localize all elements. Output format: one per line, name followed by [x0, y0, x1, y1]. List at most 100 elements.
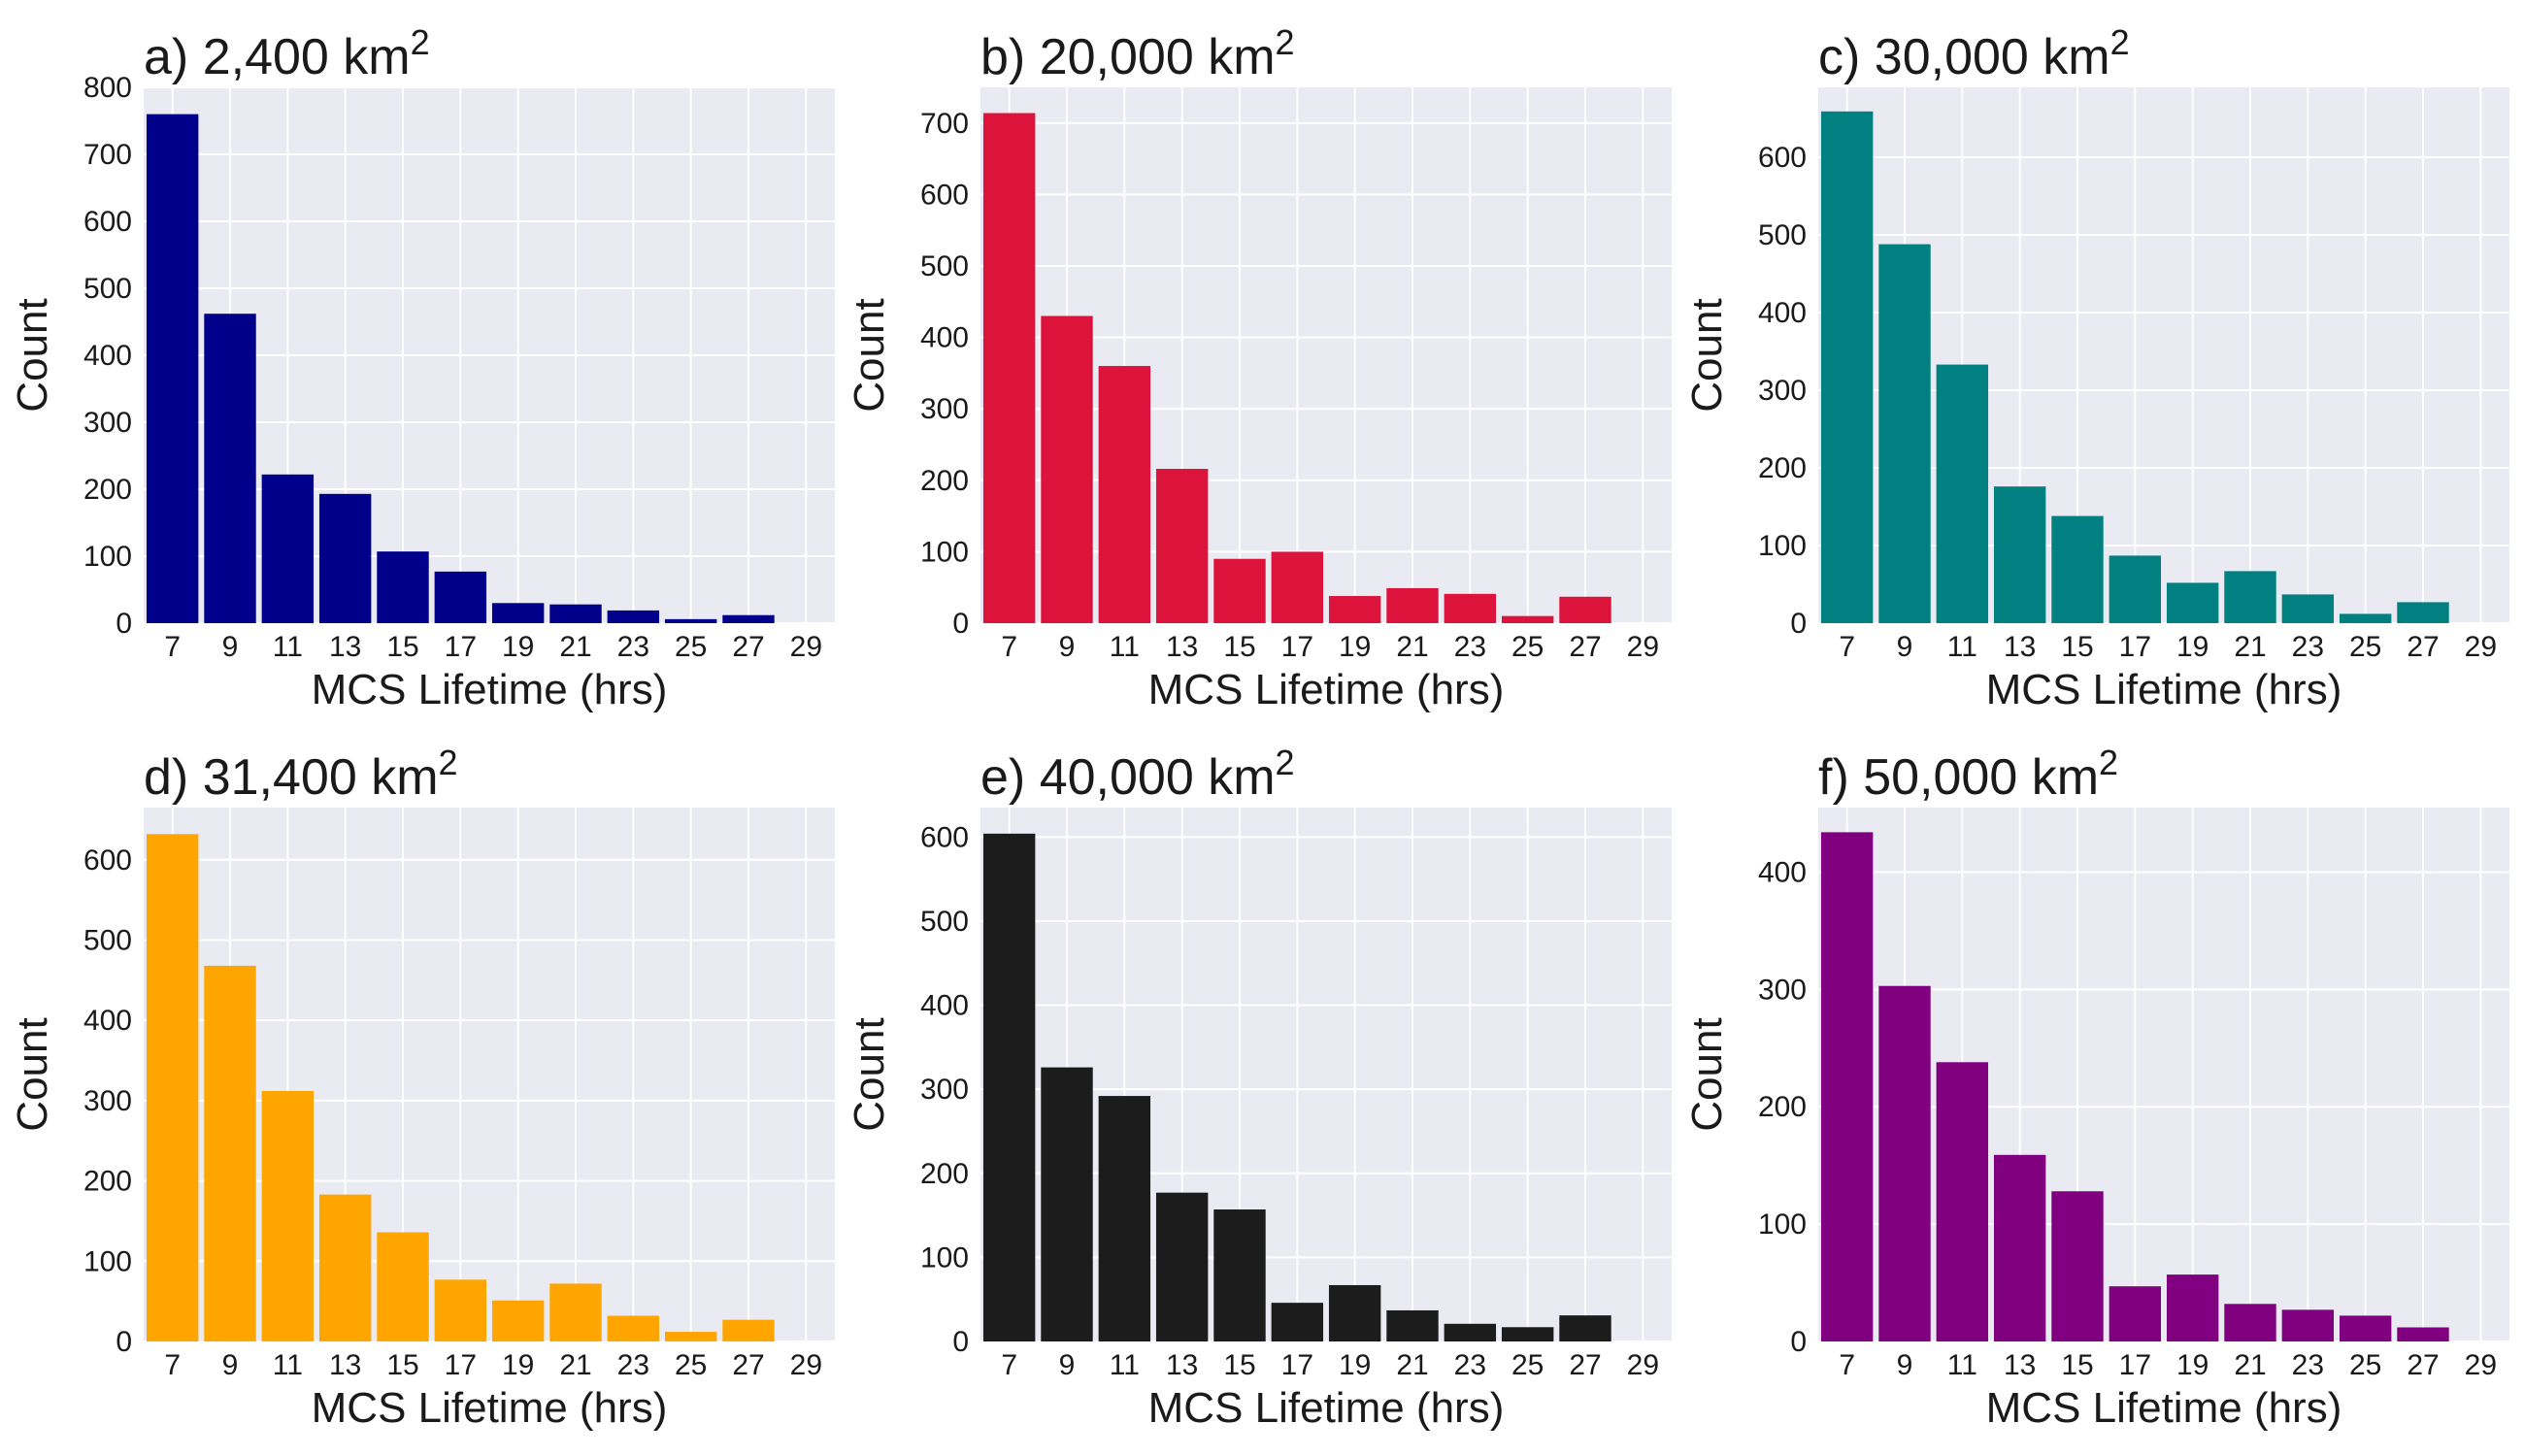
- bar-11: [1098, 1096, 1151, 1341]
- y-tick-label: 500: [1758, 219, 1807, 251]
- bar-25: [2339, 613, 2392, 623]
- bar-21: [2224, 571, 2276, 623]
- y-tick-label: 400: [920, 322, 969, 354]
- y-tick-label: 500: [920, 906, 969, 938]
- bar-25: [664, 618, 717, 623]
- x-tick-label: 17: [2119, 631, 2151, 663]
- y-axis-label: Count: [846, 298, 893, 412]
- chart-title: e) 40,000 km2: [980, 743, 1295, 806]
- x-tick-label: 7: [1839, 631, 1855, 663]
- y-tick-label: 100: [920, 1241, 969, 1274]
- bar-21: [549, 1283, 602, 1341]
- bar-15: [1213, 558, 1266, 623]
- chart-panel-2: 0 100 200 300 400 500 600 700 7 9 11 13 15 17 19 21 23 25…: [846, 22, 1672, 713]
- y-tick-label: 300: [1758, 974, 1807, 1006]
- plot-background: [144, 808, 835, 1341]
- x-tick-label: 7: [164, 1349, 181, 1381]
- y-tick-label: 0: [1790, 608, 1807, 640]
- y-tick-label: 700: [920, 108, 969, 140]
- bar-15: [2051, 1191, 2104, 1341]
- x-tick-label: 9: [222, 631, 239, 663]
- chart-title: f) 50,000 km2: [1818, 743, 2118, 806]
- bar-21: [549, 604, 602, 623]
- y-tick-label: 300: [920, 1074, 969, 1106]
- y-tick-label: 200: [1758, 1091, 1807, 1123]
- plot-background: [1818, 87, 2509, 623]
- x-tick-label: 15: [2061, 631, 2093, 663]
- x-tick-label: 11: [1110, 631, 1140, 663]
- title-main: 2,400 km: [188, 29, 410, 85]
- x-tick-label: 9: [222, 1349, 239, 1381]
- x-tick-label: 27: [732, 631, 764, 663]
- panel-letter: d): [144, 749, 188, 806]
- y-tick-label: 600: [83, 206, 132, 238]
- x-tick-label: 9: [1059, 631, 1076, 663]
- title-superscript: 2: [2110, 22, 2130, 62]
- panel-letter: b): [980, 29, 1025, 85]
- x-tick-label: 23: [2292, 631, 2324, 663]
- bar-19: [2166, 1274, 2219, 1341]
- bar-25: [664, 1332, 717, 1341]
- y-tick-label: 200: [920, 1158, 969, 1190]
- bar-23: [1444, 1323, 1497, 1341]
- y-tick-label: 500: [83, 924, 132, 956]
- title-superscript: 2: [1276, 22, 1295, 62]
- plot-background: [980, 87, 1672, 623]
- x-tick-label: 25: [2349, 631, 2381, 663]
- title-superscript: 2: [439, 743, 458, 782]
- bar-17: [1271, 551, 1324, 623]
- x-tick-label: 9: [1897, 1349, 1913, 1381]
- y-tick-label: 100: [1758, 1208, 1807, 1241]
- bar-15: [2051, 515, 2104, 623]
- bar-13: [1993, 486, 2046, 623]
- chart-panel-5: 0 100 200 300 400 500 600 7 9 11 13 15 17 19 21 23 25 27 2…: [846, 743, 1672, 1432]
- panel-letter: a): [144, 29, 188, 85]
- x-tick-label: 23: [1454, 631, 1486, 663]
- y-tick-label: 100: [83, 541, 132, 573]
- bar-25: [1501, 1327, 1554, 1341]
- y-tick-label: 0: [116, 1326, 132, 1358]
- title-main: 31,400 km: [188, 749, 438, 806]
- y-tick-label: 0: [1790, 1326, 1807, 1358]
- bar-23: [2281, 1309, 2335, 1341]
- x-tick-label: 15: [1223, 1349, 1255, 1381]
- y-tick-label: 200: [83, 1166, 132, 1198]
- x-tick-label: 11: [273, 1349, 303, 1381]
- bar-27: [1559, 596, 1611, 623]
- bar-13: [1155, 469, 1209, 623]
- x-tick-label: 27: [2407, 631, 2439, 663]
- x-tick-label: 17: [1281, 631, 1313, 663]
- x-tick-label: 25: [1511, 1349, 1544, 1381]
- title-superscript: 2: [2099, 743, 2118, 782]
- chart-panel-3: 0 100 200 300 400 500 600 7 9 11 13 15 17 19 21 23 25 27 2…: [1683, 22, 2509, 713]
- x-tick-label: 27: [732, 1349, 764, 1381]
- bar-17: [434, 571, 487, 623]
- panel-letter: e): [980, 749, 1025, 806]
- bar-17: [434, 1279, 487, 1341]
- y-tick-label: 400: [920, 990, 969, 1022]
- x-tick-label: 13: [2004, 1349, 2036, 1381]
- y-tick-label: 600: [83, 844, 132, 877]
- bar-11: [261, 1090, 315, 1341]
- bar-19: [1328, 1284, 1381, 1341]
- y-axis-label: Count: [9, 298, 56, 412]
- x-tick-label: 13: [1166, 1349, 1198, 1381]
- bar-11: [1936, 1062, 1989, 1341]
- bar-25: [2339, 1315, 2392, 1341]
- x-axis-label: MCS Lifetime (hrs): [1148, 666, 1505, 713]
- y-tick-label: 300: [920, 393, 969, 425]
- x-tick-label: 13: [1166, 631, 1198, 663]
- y-tick-label: 300: [1758, 375, 1807, 407]
- x-tick-label: 15: [386, 1349, 418, 1381]
- y-tick-label: 0: [952, 1326, 969, 1358]
- x-tick-label: 29: [2465, 631, 2497, 663]
- bar-7: [1820, 832, 1874, 1341]
- y-tick-label: 200: [83, 474, 132, 506]
- y-tick-label: 500: [920, 250, 969, 282]
- bar-21: [1386, 587, 1439, 623]
- bar-9: [1041, 1067, 1093, 1341]
- bar-7: [1820, 111, 1874, 624]
- x-tick-label: 19: [502, 631, 534, 663]
- bar-23: [2281, 594, 2335, 623]
